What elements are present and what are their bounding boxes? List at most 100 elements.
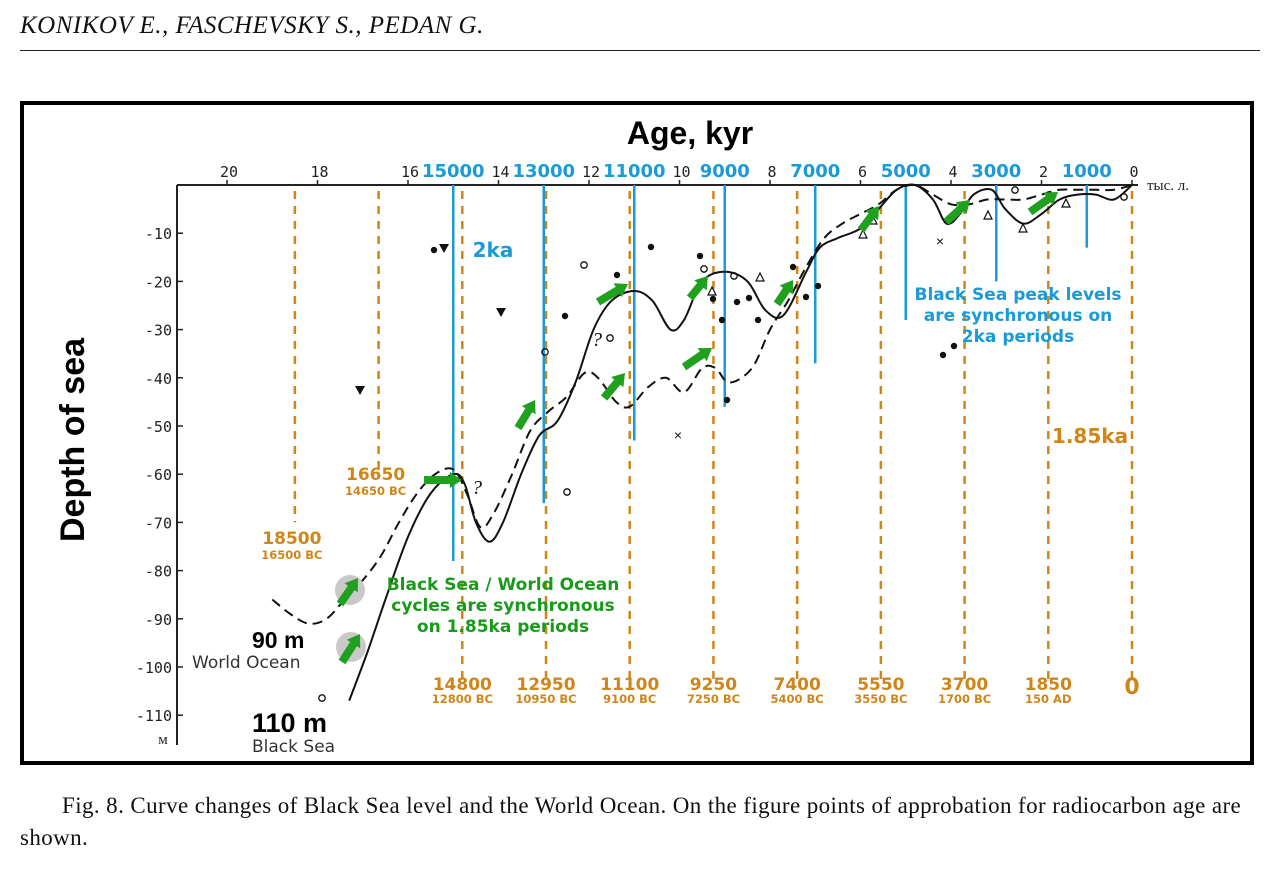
- y-axis-label: Depth of sea: [54, 337, 92, 542]
- black-sea-curve: [348, 183, 1133, 702]
- orange-period-sublabel: 7250 BC: [687, 692, 740, 706]
- x-tick-label: 2: [1039, 163, 1048, 181]
- orange-period-label: 18500: [262, 529, 321, 549]
- x-tick-label: 14: [491, 163, 509, 181]
- green-arrow: [514, 400, 536, 431]
- green-arrow: [943, 200, 970, 225]
- x-tick-label: 10: [672, 163, 690, 181]
- sample-ring: [318, 694, 326, 702]
- orange-period-sublabel: 3550 BC: [854, 692, 907, 706]
- x-tick-label: 16: [401, 163, 419, 181]
- orange-period-sublabel: 5400 BC: [771, 692, 824, 706]
- y-tick-label: -70: [145, 514, 172, 532]
- orange-period-label: 9250: [690, 675, 737, 695]
- blue-period-title: 2ka: [473, 238, 514, 262]
- sample-ring: [700, 265, 708, 273]
- orange-period-label: 14800: [433, 675, 492, 695]
- x-unit-label: тыс. л.: [1147, 178, 1189, 194]
- x-tick-label: 20: [220, 163, 238, 181]
- black-sea-label: Black Sea: [252, 737, 335, 757]
- sample-cross: ×: [936, 233, 944, 249]
- sample-open-triangle: [755, 271, 765, 282]
- x-tick-label: 8: [767, 163, 776, 181]
- blue-label-bg: [423, 160, 484, 180]
- x-tick-label: 0: [1129, 163, 1138, 181]
- y-tick-label: -60: [145, 466, 172, 484]
- blue-label-bg: [604, 160, 665, 180]
- x-tick-label: 12: [582, 163, 600, 181]
- sync-annotation-line: on 1.85ka periods: [417, 617, 589, 637]
- green-arrow: [595, 283, 628, 306]
- y-tick-label: -80: [145, 563, 172, 581]
- sample-ring: [1120, 193, 1128, 201]
- y-tick-label: -50: [145, 418, 172, 436]
- orange-period-label: 16650: [346, 465, 405, 485]
- y-tick-label: -90: [145, 611, 172, 629]
- sample-dot: [745, 294, 753, 302]
- blue-period-label: 9000: [700, 161, 750, 182]
- green-arrow: [686, 276, 708, 301]
- peak-annotation-line: are synchronous on: [924, 306, 1113, 326]
- blue-period-label: 7000: [790, 161, 840, 182]
- blue-period-label: 1000: [1062, 161, 1112, 182]
- orange-period-sublabel: 14650 BC: [345, 484, 406, 498]
- blue-period-label: 3000: [971, 161, 1021, 182]
- question-mark: ?: [592, 329, 602, 351]
- green-arrow: [857, 206, 879, 233]
- orange-period-sublabel: 12800 BC: [432, 692, 493, 706]
- sample-dot: [561, 312, 569, 320]
- sample-dot: [696, 252, 704, 260]
- orange-period-label: 0: [1124, 675, 1139, 700]
- x-tick-label: 18: [310, 163, 328, 181]
- blue-label-bg: [966, 160, 1027, 180]
- y-tick-label: -30: [145, 322, 172, 340]
- blue-label-bg: [875, 160, 936, 180]
- sample-dot: [709, 295, 717, 303]
- sample-triangle: [496, 308, 506, 317]
- green-arrow: [1027, 192, 1058, 216]
- sample-dot: [950, 342, 958, 350]
- blue-label-bg: [1056, 160, 1117, 180]
- black-sea-depth-label: 110 m: [252, 708, 327, 738]
- x-tick-label: 6: [858, 163, 867, 181]
- y-tick-label: -110: [136, 707, 172, 725]
- sample-ring: [563, 488, 571, 496]
- sample-ring: [1011, 186, 1019, 194]
- sample-ring: [730, 272, 738, 280]
- orange-period-label: 1850: [1025, 675, 1072, 695]
- orange-period-sublabel: 1700 BC: [938, 692, 991, 706]
- blue-label-bg: [785, 160, 846, 180]
- world-ocean-curve: [271, 183, 1133, 625]
- blue-period-label: 13000: [512, 161, 575, 182]
- sample-dot: [789, 263, 797, 271]
- sample-ring: [580, 261, 588, 269]
- orange-period-sublabel: 16500 BC: [261, 548, 322, 562]
- orange-period-label: 5550: [857, 675, 904, 695]
- sample-dot: [430, 246, 438, 254]
- y-tick-label: -40: [145, 370, 172, 388]
- blue-period-label: 11000: [603, 161, 666, 182]
- sample-dot: [647, 243, 655, 251]
- green-arrow: [681, 348, 712, 371]
- sample-open-triangle: [858, 228, 868, 239]
- blue-period-label: 5000: [881, 161, 931, 182]
- orange-period-label: 7400: [773, 675, 820, 695]
- peak-annotation-line: 2ka periods: [962, 327, 1074, 347]
- peak-annotation-line: Black Sea peak levels: [914, 285, 1121, 305]
- orange-period-label: 12950: [516, 675, 575, 695]
- sample-dot: [754, 316, 762, 324]
- sample-dot: [718, 316, 726, 324]
- green-arrow: [600, 373, 625, 401]
- sample-dot: [723, 396, 731, 404]
- blue-label-bg: [694, 160, 755, 180]
- sample-open-triangle: [707, 285, 717, 296]
- world-ocean-label: World Ocean: [192, 653, 301, 673]
- sample-dot: [733, 298, 741, 306]
- y-tick-label: -10: [145, 225, 172, 243]
- figure-caption: Fig. 8. Curve changes of Black Sea level…: [20, 793, 1242, 850]
- y-unit-label: м: [158, 732, 168, 748]
- orange-period-label: 3700: [941, 675, 988, 695]
- sample-open-triangle: [1061, 197, 1071, 208]
- sample-ring: [541, 348, 549, 356]
